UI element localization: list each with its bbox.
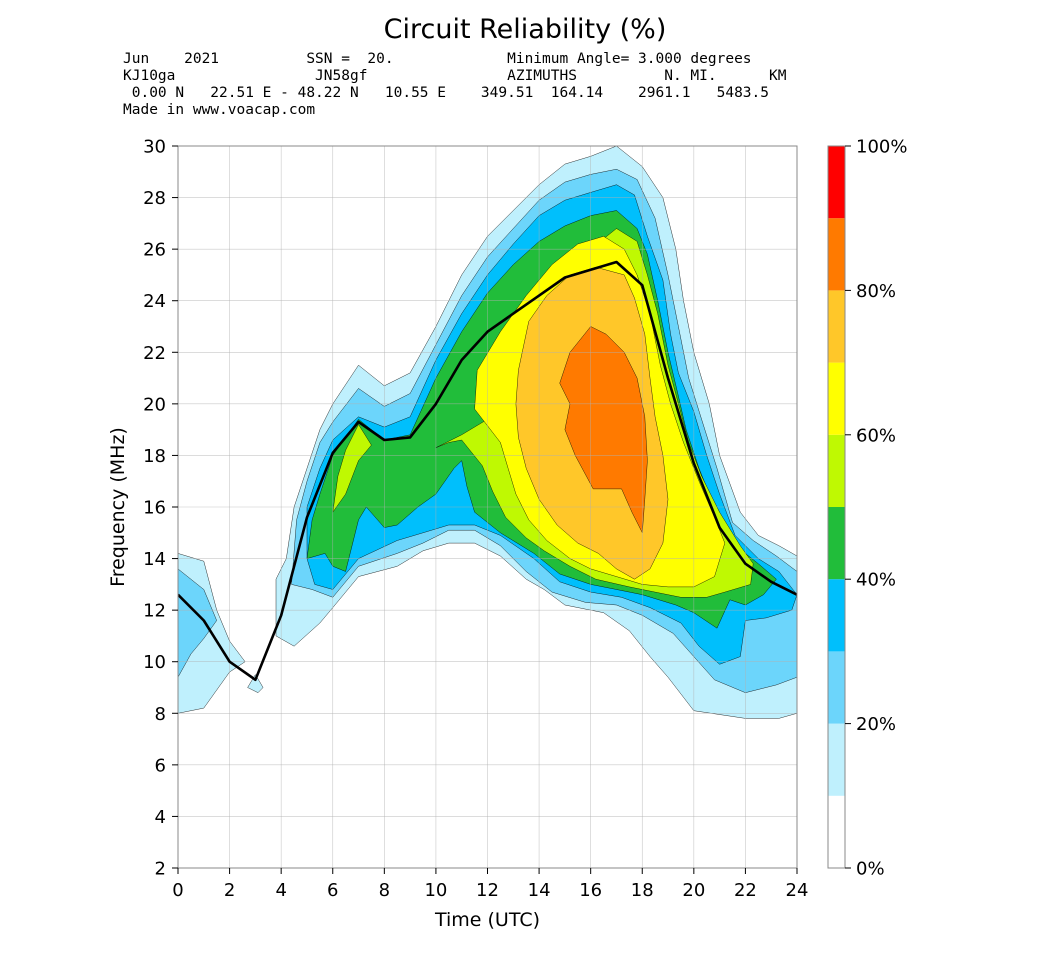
colorbar-band-30-40: [828, 579, 845, 652]
y-tick-label-2: 2: [155, 859, 166, 880]
chart-title: Circuit Reliability (%): [383, 14, 667, 45]
y-tick-label-14: 14: [143, 549, 166, 570]
x-axis-label: Time (UTC): [434, 909, 540, 931]
colorbar-tick-label-60: 60%: [856, 425, 896, 446]
colorbar-band-10-20: [828, 723, 845, 796]
colorbar-tick-label-100: 100%: [856, 137, 907, 158]
x-tick-label-8: 8: [379, 880, 390, 901]
colorbar-band-40-50: [828, 507, 845, 580]
y-tick-label-30: 30: [143, 137, 166, 158]
colorbar-band-50-60: [828, 434, 845, 507]
y-tick-label-22: 22: [143, 343, 166, 364]
x-tick-label-10: 10: [424, 880, 447, 901]
y-tick-label-16: 16: [143, 498, 166, 519]
colorbar-band-70-80: [828, 290, 845, 363]
colorbar-frame: [827, 145, 846, 869]
y-tick-label-10: 10: [143, 652, 166, 673]
grid-lines: [177, 145, 798, 869]
y-tick-label-12: 12: [143, 601, 166, 622]
x-tick-label-6: 6: [327, 880, 338, 901]
contour-regions: [178, 146, 797, 719]
y-tick-label-24: 24: [143, 291, 166, 312]
colorbar-tick-label-40: 40%: [856, 570, 896, 591]
x-tick-label-12: 12: [476, 880, 499, 901]
x-tick-label-22: 22: [734, 880, 757, 901]
colorbar-band-90-100: [828, 146, 845, 219]
series-line-0: [178, 260, 797, 682]
x-tick-label-14: 14: [528, 880, 551, 901]
y-tick-label-6: 6: [155, 755, 166, 776]
colorbar-band-20-30: [828, 651, 845, 724]
y-tick-label-18: 18: [143, 446, 166, 467]
header-line-coordinates: 0.00 N 22.51 E - 48.22 N 10.55 E 349.51 …: [123, 85, 770, 101]
y-tick-label-4: 4: [155, 807, 166, 828]
y-tick-label-8: 8: [155, 704, 166, 725]
x-tick-label-16: 16: [579, 880, 602, 901]
x-tick-label-20: 20: [682, 880, 705, 901]
colorbar-band-60-70: [828, 362, 845, 435]
muf-series: [178, 260, 797, 682]
x-tick-label-2: 2: [224, 880, 235, 901]
contour-region-80-0: [559, 326, 648, 533]
y-tick-label-20: 20: [143, 394, 166, 415]
x-tick-label-18: 18: [631, 880, 654, 901]
y-tick-label-26: 26: [143, 240, 166, 261]
y-tick-label-28: 28: [143, 188, 166, 209]
x-tick-label-0: 0: [172, 880, 183, 901]
colorbar-band-80-90: [828, 218, 845, 291]
colorbar: 0% 20% 40% 60% 80% 100%: [827, 137, 907, 880]
colorbar-tick-label-80: 80%: [856, 281, 896, 302]
header-line-locators: KJ10ga JN58gf AZIMUTHS N. MI. KM: [123, 68, 787, 84]
y-axis-label: Frequency (MHz): [107, 427, 129, 587]
colorbar-tick-label-20: 20%: [856, 714, 896, 735]
colorbar-tick-label-0: 0%: [856, 859, 885, 880]
header-line-credit: Made in www.voacap.com: [123, 102, 316, 118]
colorbar-band-0-10: [828, 795, 845, 868]
contour-region-50-0: [332, 424, 372, 513]
x-tick-label-24: 24: [786, 880, 809, 901]
x-tick-label-4: 4: [275, 880, 286, 901]
header-line-date-ssn: Jun 2021 SSN = 20. Minimum Angle= 3.000 …: [123, 51, 752, 67]
x-axis-ticks: 0 2 4 6 8 10 12 14 16 18 20 22 24: [172, 868, 808, 901]
